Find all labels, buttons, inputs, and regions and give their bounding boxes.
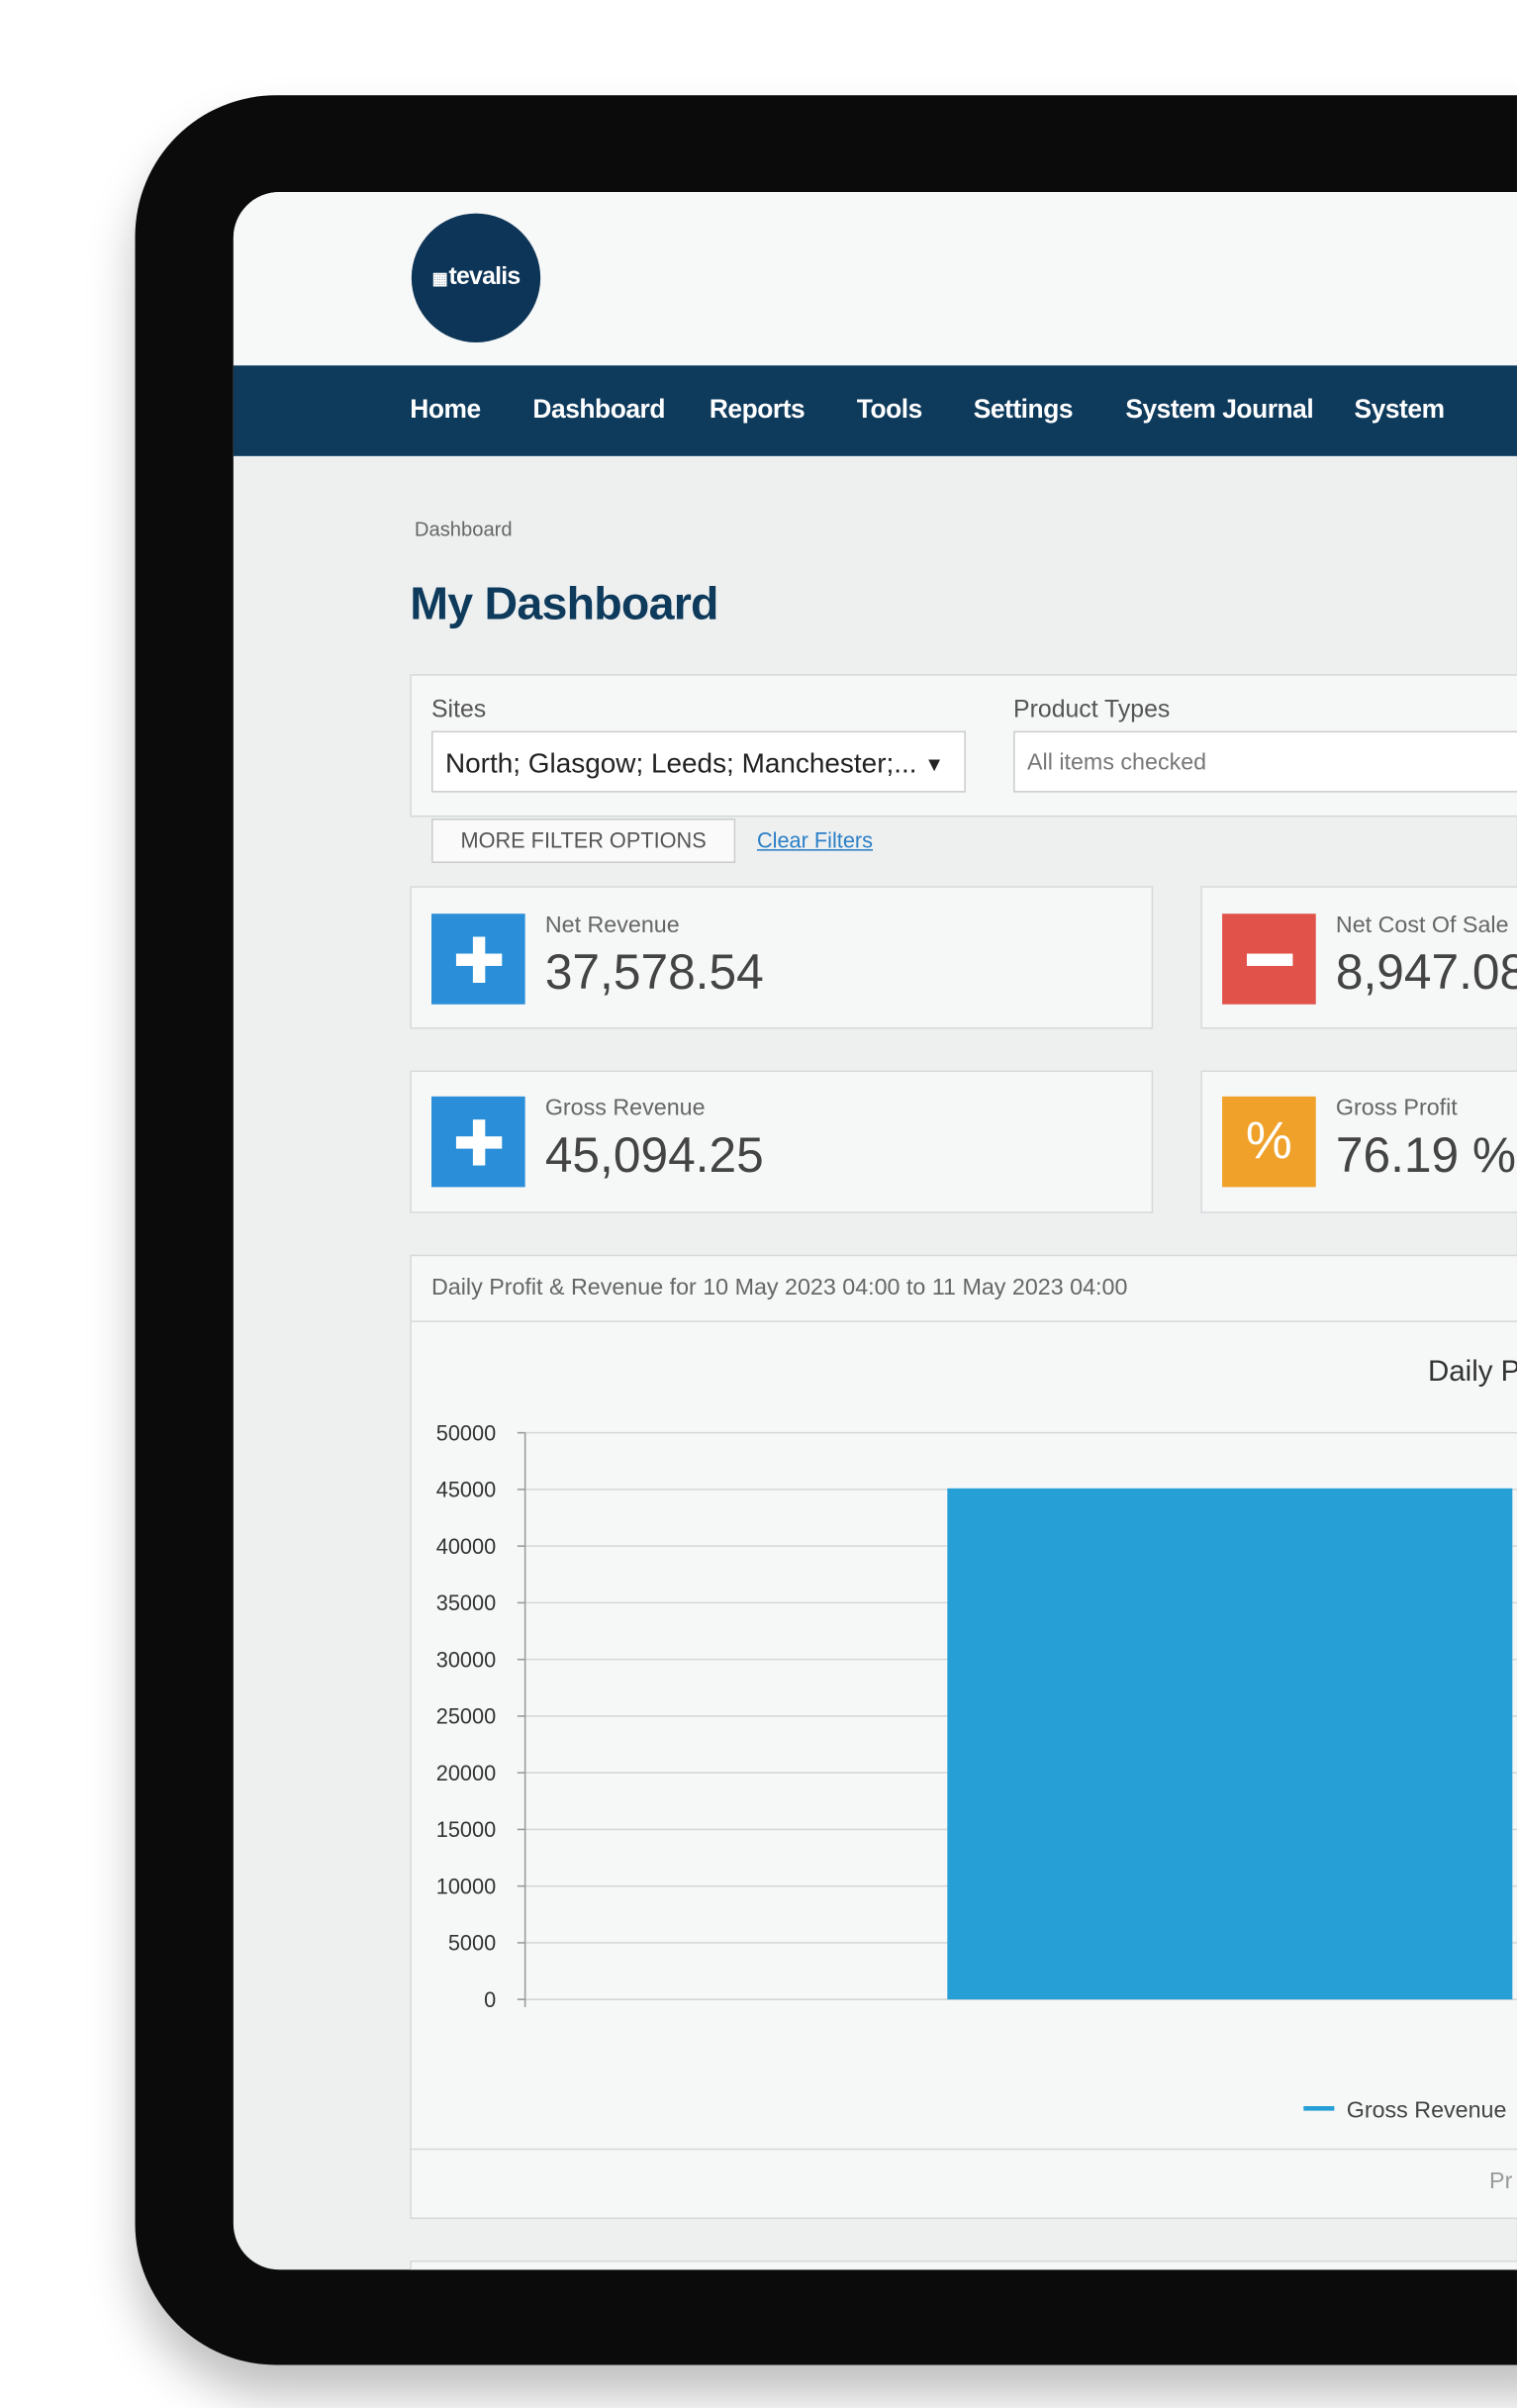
minus-icon [1222,914,1316,1005]
product-types-value: All items checked [1027,749,1207,776]
chart-title: Daily P [1428,1355,1517,1388]
nav-item[interactable]: Reports [709,394,806,425]
breadcrumb[interactable]: Dashboard [414,517,513,541]
plus-icon [430,1096,525,1188]
chart-panel-footer: Pr [1489,2167,1513,2195]
plus [455,935,502,983]
divider [410,2148,1517,2151]
plus [455,1118,502,1165]
nav-item[interactable]: System Journal [1125,394,1314,425]
header: ▦ tevalis [233,191,1517,366]
clear-filters-link[interactable]: Clear Filters [756,827,874,853]
card [410,886,1154,1029]
legend-label: Gross Revenue [1347,2097,1507,2123]
page-title: My Dashboard [410,578,718,630]
product-types-label: Product Types [1013,697,1171,723]
sites-value: North; Glasgow; Leeds; Manchester;... [444,747,917,779]
sites-label: Sites [430,697,487,723]
logo-text: tevalis [448,263,521,291]
card-label: Gross Revenue [544,1095,706,1121]
y-tick-label: 0 [484,1987,496,2012]
y-tick-label: 15000 [436,1817,496,1842]
next-panel [410,2260,1517,2270]
y-tick-label: 30000 [436,1647,496,1672]
more-filters-button[interactable]: MORE FILTER OPTIONS [430,819,736,863]
nav-item[interactable]: System [1354,394,1446,425]
nav-item[interactable]: Settings [973,394,1074,425]
card-label: Gross Profit [1335,1095,1458,1121]
tablet-screen: ▦ tevalis Home Dashboard Reports Tools Settin… [233,191,1517,2270]
plus-icon [430,914,525,1005]
card-value: 8,947.08 [1335,944,1517,1001]
y-tick-label: 50000 [436,1420,496,1445]
card-value: 37,578.54 [544,944,764,1001]
logo-icon: ▦ [431,269,448,288]
nav-item[interactable]: Home [410,394,481,425]
logo[interactable]: ▦ tevalis [411,213,541,343]
card-value: 76.19 % [1335,1126,1517,1183]
y-tick-label: 10000 [436,1874,496,1898]
card-value: 45,094.25 [544,1126,764,1183]
y-tick-label: 35000 [436,1590,496,1615]
y-tick-label: 20000 [436,1761,496,1785]
chart-panel-heading: Daily Profit & Revenue for 10 May 2023 0… [430,1274,1128,1301]
chart-group: Daily P 0 5000 10000 15000 20000 25000 30000 350… [436,1355,1517,2123]
dropdown-arrow: ▼ [924,752,945,776]
product-types-select[interactable]: All items checked [1013,730,1517,793]
card-label: Net Revenue [544,912,680,939]
minus [1246,952,1292,966]
y-tick-label: 5000 [448,1931,496,1956]
card [410,1070,1154,1213]
bar [947,1488,1513,2000]
y-tick-label: 40000 [436,1534,496,1559]
sites-select[interactable]: North; Glasgow; Leeds; Manchester;... ▼ [430,730,966,793]
y-tick-label: 45000 [436,1478,496,1502]
nav-item[interactable]: Dashboard [532,394,665,425]
divider [410,1320,1517,1322]
card-label: Net Cost Of Sale [1335,912,1509,939]
nav-bar: Home Dashboard Reports Tools Settings System … [233,365,1517,456]
percent-icon: % [1222,1096,1316,1188]
nav-item[interactable]: Tools [856,394,923,425]
chart: Daily P 0 5000 10000 15000 20000 25000 30000 350… [436,1355,1517,2123]
y-tick-label: 25000 [436,1704,496,1729]
